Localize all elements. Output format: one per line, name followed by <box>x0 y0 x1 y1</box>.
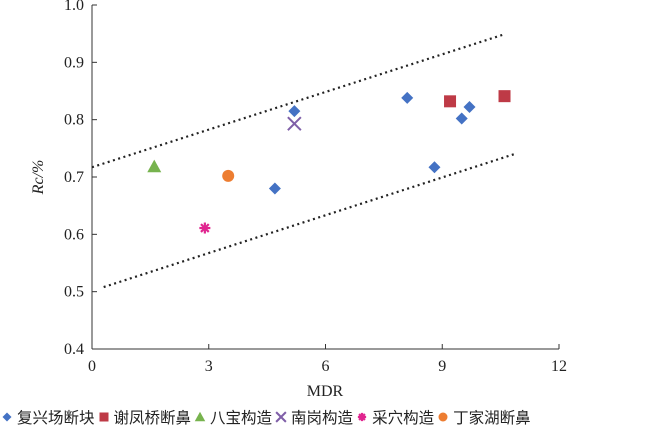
data-point-diamond <box>401 91 414 104</box>
legend-marker-x <box>275 411 287 423</box>
data-point-square <box>498 90 511 103</box>
data-point-diamond <box>288 105 301 118</box>
legend-label: 谢凤桥断鼻 <box>113 409 192 427</box>
x-tick-label: 6 <box>322 358 330 375</box>
data-point-diamond <box>455 112 468 125</box>
data-point-circle <box>222 169 235 182</box>
legend-label: 八宝构造 <box>210 409 273 427</box>
data-point-square <box>444 95 457 108</box>
x-tick-label: 3 <box>205 358 213 375</box>
legend-item: 复兴场断块 <box>0 406 95 428</box>
legend-label: 丁家湖断鼻 <box>453 409 531 427</box>
circle-icon <box>438 412 448 422</box>
legend-marker-circle <box>438 412 448 422</box>
square-icon <box>99 412 109 422</box>
legend-item: 八宝构造 <box>193 406 272 428</box>
data-point-x <box>287 116 302 131</box>
legend-marker-diamond <box>2 412 12 422</box>
legend-item: 采穴构造 <box>355 406 434 428</box>
x-icon <box>275 411 287 423</box>
data-point-diamond <box>428 161 441 174</box>
y-axis-title: Rc/% <box>30 160 47 196</box>
legend-marker-asterisk <box>357 412 367 422</box>
legend-marker-triangle <box>194 411 206 422</box>
legend-item: 谢凤桥断鼻 <box>97 406 192 428</box>
legend-label: 南岗构造 <box>291 409 354 427</box>
upper-bound-line <box>91 33 505 169</box>
lower-bound-line <box>103 152 517 289</box>
legend: 复兴场断块 谢凤桥断鼻 八宝构造 南岗构造 采穴构造 丁家湖断鼻 <box>0 406 650 428</box>
data-point-diamond <box>463 101 476 114</box>
x-tick-label: 12 <box>551 358 567 375</box>
data-point-asterisk <box>199 222 211 234</box>
asterisk-icon <box>357 412 367 422</box>
y-tick-label: 0.4 <box>64 341 84 358</box>
triangle-icon <box>194 411 206 422</box>
x-tick-label: 0 <box>88 358 96 375</box>
data-point-triangle <box>147 159 162 173</box>
y-tick-label: 1.0 <box>64 0 84 14</box>
legend-item: 南岗构造 <box>274 406 353 428</box>
y-tick-label: 0.9 <box>64 54 84 71</box>
y-tick-label: 0.6 <box>64 226 84 243</box>
legend-label: 复兴场断块 <box>17 409 95 427</box>
x-axis-title: MDR <box>307 383 344 400</box>
scatter-chart: 0.4 0.5 0.6 0.7 0.8 0.9 1.0 0 3 6 9 12 MDR Rc/% <box>30 0 567 400</box>
data-point-diamond <box>268 182 281 195</box>
y-tick-label: 0.5 <box>64 284 84 301</box>
diamond-icon <box>2 412 12 422</box>
legend-item: 丁家湖断鼻 <box>436 406 531 428</box>
legend-marker-square <box>99 412 109 422</box>
y-tick-label: 0.8 <box>64 112 84 129</box>
x-tick-label: 9 <box>438 358 446 375</box>
y-tick-label: 0.7 <box>64 169 84 186</box>
legend-label: 采穴构造 <box>372 409 435 427</box>
